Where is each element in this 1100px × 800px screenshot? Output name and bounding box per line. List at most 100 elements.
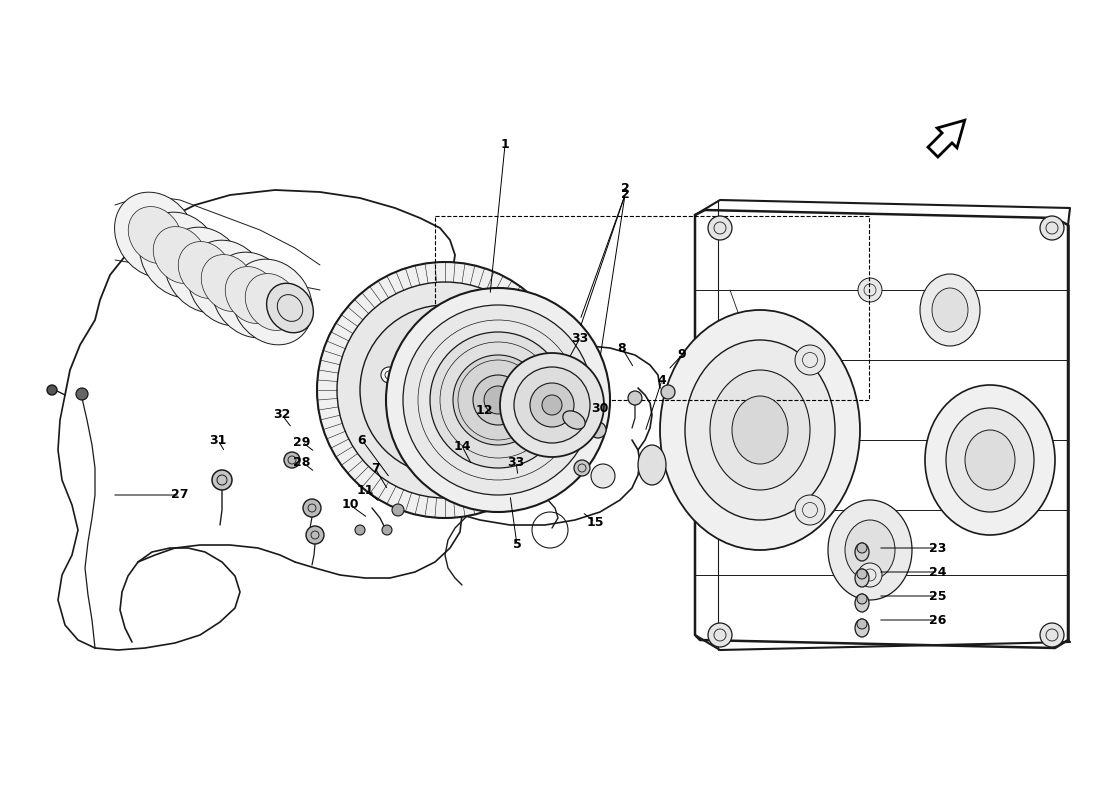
Text: 33: 33 [571, 331, 588, 345]
Circle shape [473, 421, 487, 435]
Circle shape [76, 388, 88, 400]
Text: 4: 4 [658, 374, 667, 386]
Circle shape [392, 504, 404, 516]
Text: 15: 15 [586, 515, 604, 529]
Ellipse shape [129, 206, 182, 263]
Text: 7: 7 [371, 462, 380, 474]
Text: 2: 2 [620, 182, 629, 194]
Ellipse shape [855, 569, 869, 587]
Text: 31: 31 [209, 434, 227, 446]
Text: 30: 30 [592, 402, 608, 414]
Text: 5: 5 [513, 538, 521, 551]
Ellipse shape [946, 408, 1034, 512]
Ellipse shape [427, 372, 463, 408]
Ellipse shape [514, 367, 590, 443]
Ellipse shape [855, 594, 869, 612]
Circle shape [1040, 623, 1064, 647]
Ellipse shape [925, 385, 1055, 535]
Ellipse shape [845, 520, 895, 580]
Text: 8: 8 [618, 342, 626, 354]
Circle shape [306, 526, 324, 544]
Circle shape [590, 422, 606, 438]
Text: 3: 3 [568, 383, 576, 397]
Ellipse shape [732, 396, 788, 464]
Text: 24: 24 [930, 566, 947, 578]
Text: 9: 9 [678, 349, 686, 362]
Ellipse shape [412, 358, 477, 422]
Ellipse shape [165, 227, 245, 313]
Circle shape [382, 525, 392, 535]
Circle shape [302, 499, 321, 517]
Ellipse shape [178, 242, 232, 298]
Ellipse shape [360, 305, 530, 475]
Ellipse shape [710, 370, 810, 490]
Ellipse shape [473, 375, 522, 425]
Ellipse shape [857, 543, 867, 553]
Text: 11: 11 [356, 483, 374, 497]
Ellipse shape [386, 288, 610, 512]
Ellipse shape [563, 411, 585, 429]
Text: 12: 12 [475, 403, 493, 417]
Circle shape [396, 423, 412, 439]
Circle shape [628, 391, 642, 405]
Text: 28: 28 [294, 455, 310, 469]
Circle shape [47, 385, 57, 395]
Circle shape [591, 464, 615, 488]
Ellipse shape [114, 192, 196, 278]
Ellipse shape [153, 226, 207, 283]
Circle shape [795, 345, 825, 375]
Ellipse shape [211, 252, 293, 338]
Circle shape [542, 395, 562, 415]
Circle shape [708, 623, 732, 647]
Circle shape [574, 460, 590, 476]
Circle shape [708, 216, 732, 240]
Text: 25: 25 [930, 590, 947, 602]
Text: 29: 29 [294, 435, 310, 449]
Ellipse shape [932, 288, 968, 332]
Circle shape [284, 452, 300, 468]
Circle shape [452, 438, 468, 454]
Ellipse shape [965, 430, 1015, 490]
Ellipse shape [232, 259, 312, 345]
Ellipse shape [140, 212, 220, 298]
Ellipse shape [855, 619, 869, 637]
Ellipse shape [188, 240, 268, 326]
Circle shape [493, 397, 509, 413]
Circle shape [1040, 216, 1064, 240]
Ellipse shape [484, 386, 512, 414]
Ellipse shape [638, 445, 666, 485]
Ellipse shape [226, 266, 278, 323]
Ellipse shape [201, 254, 255, 311]
Text: 14: 14 [453, 439, 471, 453]
Text: 27: 27 [172, 489, 189, 502]
Circle shape [530, 420, 546, 436]
Circle shape [858, 278, 882, 302]
Text: 6: 6 [358, 434, 366, 446]
Circle shape [355, 525, 365, 535]
Ellipse shape [530, 383, 574, 427]
Text: 33: 33 [507, 455, 525, 469]
Ellipse shape [857, 569, 867, 579]
Ellipse shape [500, 353, 604, 457]
Ellipse shape [857, 619, 867, 629]
Ellipse shape [245, 274, 299, 330]
Ellipse shape [828, 500, 912, 600]
Ellipse shape [403, 305, 593, 495]
Text: 1: 1 [500, 138, 509, 151]
Circle shape [858, 563, 882, 587]
Ellipse shape [855, 543, 869, 561]
Text: 23: 23 [930, 542, 947, 554]
Text: 26: 26 [930, 614, 947, 626]
Bar [434, 216, 869, 400]
Circle shape [478, 341, 494, 357]
Ellipse shape [685, 340, 835, 520]
Circle shape [381, 367, 397, 383]
Text: 2: 2 [620, 189, 629, 202]
Ellipse shape [453, 355, 543, 445]
Text: 10: 10 [341, 498, 359, 511]
Ellipse shape [337, 282, 553, 498]
Circle shape [661, 385, 675, 399]
Circle shape [212, 470, 232, 490]
Ellipse shape [920, 274, 980, 346]
Ellipse shape [857, 594, 867, 604]
